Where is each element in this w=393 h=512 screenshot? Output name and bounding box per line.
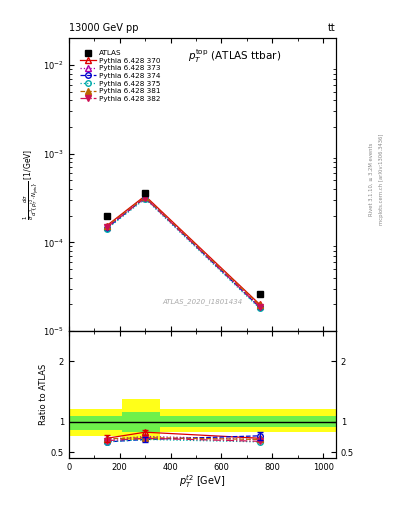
Pythia 6.428 374	[257, 304, 262, 310]
Pythia 6.428 374	[105, 225, 109, 231]
Pythia 6.428 370	[143, 193, 147, 199]
Pythia 6.428 374	[143, 195, 147, 201]
Pythia 6.428 381	[257, 302, 262, 308]
Line: Pythia 6.428 373: Pythia 6.428 373	[104, 195, 263, 309]
Pythia 6.428 375	[105, 226, 109, 232]
Text: ATLAS_2020_I1801434: ATLAS_2020_I1801434	[162, 298, 242, 305]
Line: Pythia 6.428 375: Pythia 6.428 375	[104, 196, 263, 311]
X-axis label: $p_T^{t2}$ [GeV]: $p_T^{t2}$ [GeV]	[179, 474, 226, 490]
Line: ATLAS: ATLAS	[103, 189, 263, 297]
Line: Pythia 6.428 381: Pythia 6.428 381	[104, 194, 263, 308]
Line: Pythia 6.428 374: Pythia 6.428 374	[104, 195, 263, 310]
Line: Pythia 6.428 370: Pythia 6.428 370	[104, 193, 263, 307]
Pythia 6.428 370	[105, 222, 109, 228]
Pythia 6.428 382	[105, 224, 109, 230]
Text: mcplots.cern.ch [arXiv:1306.3436]: mcplots.cern.ch [arXiv:1306.3436]	[379, 134, 384, 225]
Y-axis label: Ratio to ATLAS: Ratio to ATLAS	[39, 364, 48, 425]
ATLAS	[257, 291, 262, 297]
Text: 13000 GeV pp: 13000 GeV pp	[69, 23, 138, 33]
Text: tt: tt	[328, 23, 336, 33]
Legend: ATLAS, Pythia 6.428 370, Pythia 6.428 373, Pythia 6.428 374, Pythia 6.428 375, P: ATLAS, Pythia 6.428 370, Pythia 6.428 37…	[78, 48, 162, 104]
Pythia 6.428 373	[257, 303, 262, 309]
Pythia 6.428 375	[143, 196, 147, 202]
Line: Pythia 6.428 382: Pythia 6.428 382	[104, 195, 263, 309]
ATLAS	[105, 212, 109, 219]
Pythia 6.428 373	[143, 195, 147, 201]
ATLAS	[143, 190, 147, 196]
Pythia 6.428 381	[143, 194, 147, 200]
Text: $p_T^{\mathrm{top}}$ (ATLAS ttbar): $p_T^{\mathrm{top}}$ (ATLAS ttbar)	[188, 47, 281, 65]
Pythia 6.428 375	[257, 305, 262, 311]
Pythia 6.428 373	[105, 224, 109, 230]
Y-axis label: $\frac{1}{\sigma}\frac{d\sigma}{d^2\!\{p_T^{t2}\!\cdot\! N_{\rm jets}\}}$ [1/GeV: $\frac{1}{\sigma}\frac{d\sigma}{d^2\!\{p…	[22, 149, 41, 220]
Pythia 6.428 381	[105, 223, 109, 229]
Pythia 6.428 370	[257, 301, 262, 307]
Text: Rivet 3.1.10, ≥ 3.2M events: Rivet 3.1.10, ≥ 3.2M events	[369, 142, 374, 216]
Pythia 6.428 382	[143, 195, 147, 201]
Pythia 6.428 382	[257, 304, 262, 310]
